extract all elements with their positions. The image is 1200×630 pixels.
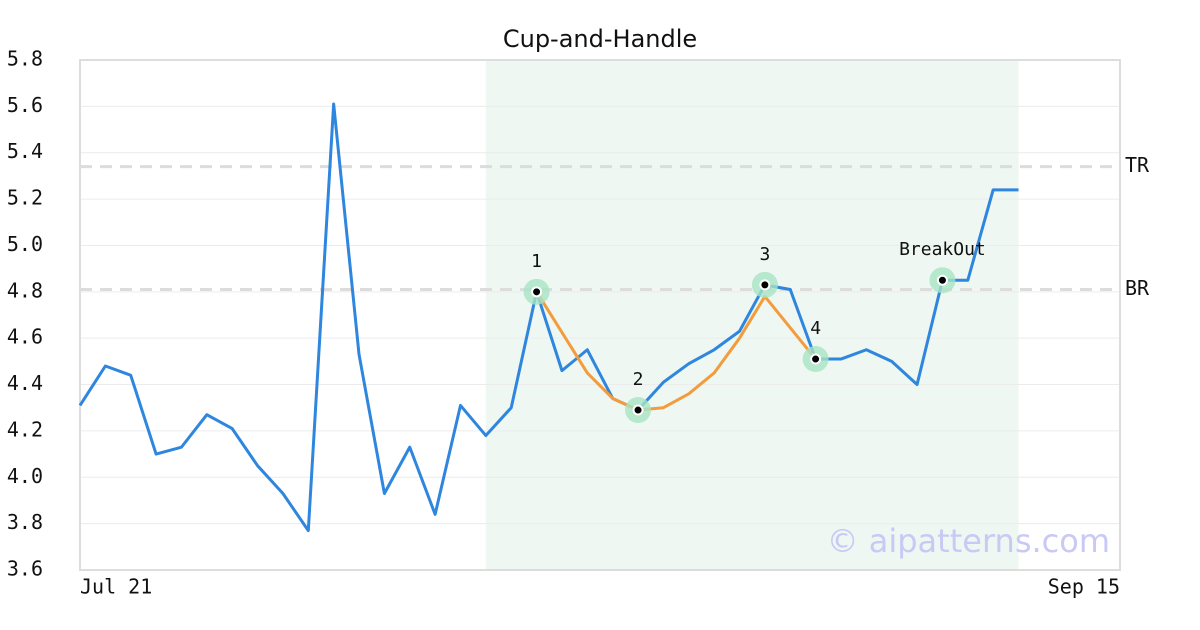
point-dot [632, 404, 644, 416]
y-tick-label: 3.8 [7, 510, 43, 534]
y-tick-label: 5.2 [7, 186, 43, 210]
chart-title: Cup-and-Handle [503, 25, 697, 53]
y-tick-label: 3.6 [7, 557, 43, 581]
point-dot [759, 279, 771, 291]
y-tick-label: 4.4 [7, 371, 43, 395]
x-tick-label: Sep 15 [1048, 575, 1120, 599]
point-label: 3 [759, 244, 770, 265]
point-label: 2 [633, 369, 644, 390]
point-dot [936, 274, 948, 286]
point-label: BreakOut [899, 239, 986, 260]
y-tick-label: 5.6 [7, 93, 43, 117]
x-tick-label: Jul 21 [80, 575, 152, 599]
y-tick-label: 4.0 [7, 464, 43, 488]
watermark: © aipatterns.com [827, 522, 1110, 560]
point-dot [810, 353, 822, 365]
plot-frame [79, 59, 1121, 571]
point-label: 4 [810, 318, 821, 339]
y-tick-label: 5.4 [7, 139, 43, 163]
level-label: TR [1125, 153, 1150, 177]
series-line [535, 291, 817, 412]
y-tick-label: 4.6 [7, 325, 43, 349]
point-label: 1 [531, 251, 542, 272]
level-label: BR [1125, 276, 1150, 300]
y-tick-label: 5.0 [7, 232, 43, 256]
point-dot [531, 286, 543, 298]
y-tick-label: 4.8 [7, 278, 43, 302]
y-tick-label: 4.2 [7, 417, 43, 441]
y-tick-label: 5.8 [7, 47, 43, 71]
series-line [78, 102, 1019, 533]
